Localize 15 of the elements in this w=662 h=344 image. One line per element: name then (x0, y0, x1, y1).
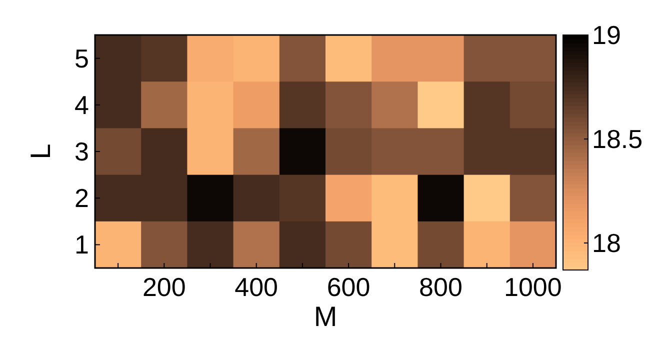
y-tick-label: 3 (74, 136, 89, 166)
x-tick-label: 600 (326, 272, 370, 302)
y-tick-label: 4 (74, 90, 89, 120)
color-bar-label: 18 (592, 228, 621, 258)
x-tick-label: 800 (419, 272, 462, 302)
x-tick-label: 400 (234, 272, 278, 302)
y-axis-title: L (25, 144, 56, 160)
x-tick-label: 1000 (504, 272, 562, 302)
y-tick-label: 1 (74, 230, 89, 260)
x-tick-label: 200 (142, 272, 186, 302)
x-axis-title: M (314, 301, 338, 332)
color-bar-label: 18.5 (592, 124, 643, 154)
y-tick-label: 2 (74, 183, 89, 214)
y-tick-label: 5 (74, 43, 89, 74)
color-bar-label: 19 (592, 20, 621, 50)
